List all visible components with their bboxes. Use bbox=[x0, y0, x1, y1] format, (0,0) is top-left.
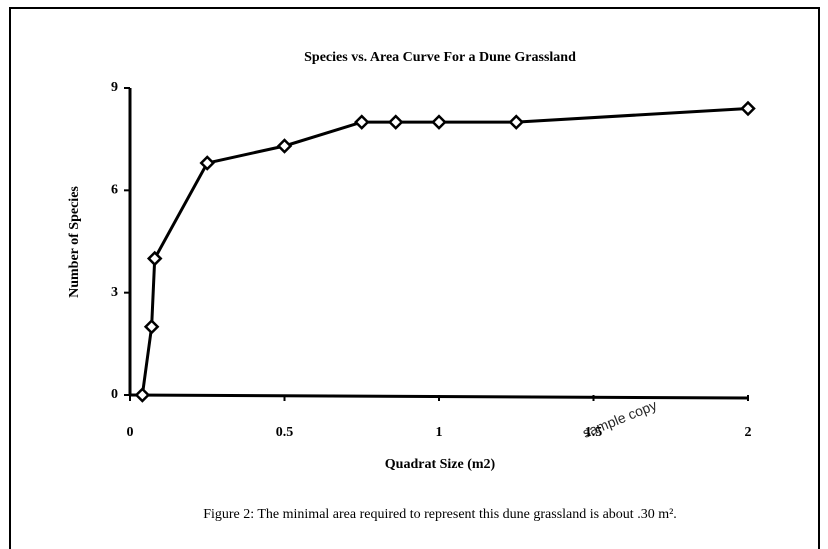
data-point bbox=[431, 114, 447, 130]
x-tick-label: 1 bbox=[436, 425, 443, 440]
data-point bbox=[134, 387, 151, 403]
data-point bbox=[143, 319, 160, 335]
data-point bbox=[740, 100, 756, 117]
x-tick-label: 2 bbox=[745, 425, 752, 440]
y-tick-label: 6 bbox=[111, 183, 118, 198]
y-tick-label: 9 bbox=[111, 80, 118, 95]
y-tick-label: 0 bbox=[111, 387, 118, 402]
y-tick-label: 3 bbox=[111, 285, 118, 300]
y-axis-label: Number of Species bbox=[67, 186, 82, 298]
data-point bbox=[508, 114, 525, 130]
chart-title: Species vs. Area Curve For a Dune Grassl… bbox=[304, 50, 576, 65]
x-tick-label: 0 bbox=[127, 425, 134, 440]
data-point bbox=[387, 114, 404, 130]
x-tick-label: 1.5 bbox=[585, 425, 603, 440]
series-line bbox=[140, 106, 749, 396]
x-tick-label: 0.5 bbox=[276, 425, 294, 440]
watermark: sample copy bbox=[580, 397, 659, 441]
frame bbox=[9, 7, 820, 549]
data-point bbox=[199, 155, 216, 171]
x-axis-label: Quadrat Size (m2) bbox=[385, 457, 496, 472]
data-point bbox=[276, 138, 293, 154]
data-point bbox=[353, 114, 370, 130]
data-point bbox=[146, 250, 163, 267]
caption: Figure 2: The minimal area required to r… bbox=[203, 507, 677, 522]
